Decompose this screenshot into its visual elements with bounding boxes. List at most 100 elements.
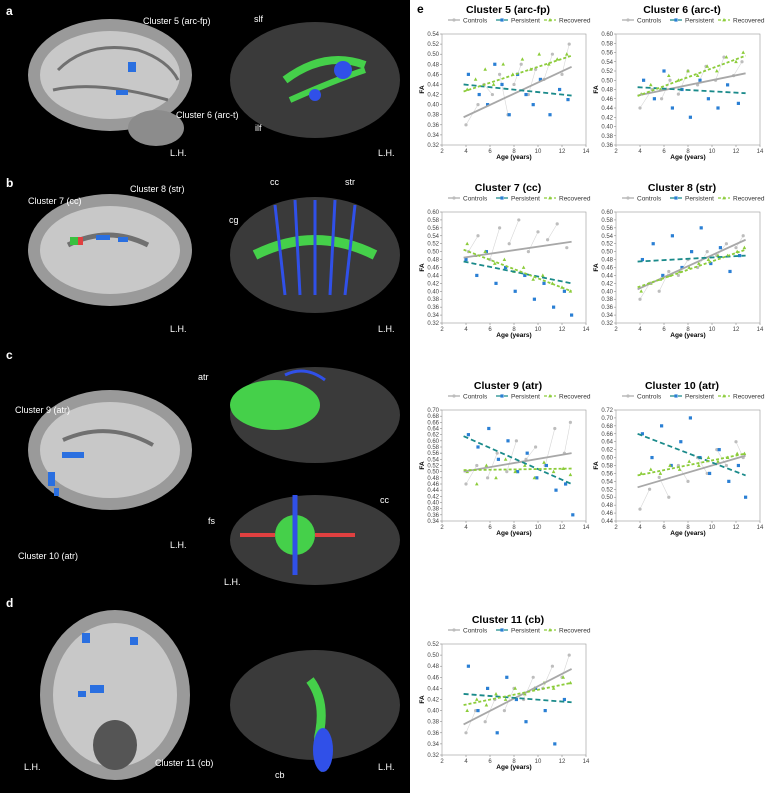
data-point-recovered: [705, 64, 709, 68]
y-tick-label: 0.36: [601, 143, 613, 149]
data-point-persistent: [554, 488, 558, 492]
chart-title: Cluster 5 (arc-fp): [466, 4, 550, 16]
data-point-recovered: [541, 273, 545, 277]
svg-text:Controls: Controls: [463, 394, 488, 401]
brain-sagittal-a: [28, 19, 192, 146]
x-tick-label: 8: [512, 327, 516, 333]
y-tick-label: 0.38: [427, 507, 439, 513]
data-point-controls: [667, 269, 671, 274]
data-point-recovered: [475, 697, 479, 701]
trend-line-controls: [637, 72, 746, 97]
data-point-controls: [686, 479, 690, 483]
data-point-persistent: [571, 513, 575, 517]
x-tick-label: 2: [440, 327, 444, 333]
data-point-recovered: [494, 691, 498, 696]
data-point-controls: [498, 72, 502, 76]
data-point-controls: [531, 675, 535, 679]
data-point-recovered: [649, 82, 653, 87]
svg-text:Persistent: Persistent: [685, 196, 714, 203]
x-tick-label: 2: [614, 149, 618, 155]
y-tick-label: 0.36: [601, 305, 613, 311]
chart-title: Cluster 6 (arc-t): [643, 4, 721, 16]
data-point-recovered: [503, 697, 508, 701]
y-axis-label: FA: [419, 263, 426, 272]
y-tick-label: 0.52: [427, 642, 439, 648]
data-point-persistent: [562, 289, 566, 293]
data-point-persistent: [516, 470, 520, 474]
data-point-persistent: [728, 269, 732, 274]
label-str: str: [345, 177, 355, 187]
x-tick-label: 12: [559, 759, 566, 765]
data-point-controls: [555, 222, 559, 226]
data-point-controls: [668, 78, 672, 82]
svg-text:Recovered: Recovered: [733, 196, 765, 203]
y-tick-label: 0.42: [427, 281, 439, 287]
x-tick-label: 6: [662, 149, 666, 155]
data-point-controls: [724, 463, 728, 468]
y-tick-label: 0.42: [427, 494, 439, 500]
chart-title: Cluster 11 (cb): [472, 614, 544, 626]
data-point-persistent: [466, 72, 470, 76]
data-point-recovered: [742, 451, 747, 456]
data-point-persistent: [476, 445, 480, 449]
data-point-persistent: [699, 226, 703, 230]
data-point-controls: [550, 52, 554, 56]
control-link: [639, 489, 650, 510]
data-point-recovered: [523, 463, 527, 467]
x-tick-label: 8: [686, 149, 690, 155]
x-tick-label: 12: [559, 525, 566, 531]
y-tick-label: 0.48: [427, 258, 439, 264]
data-point-persistent: [464, 257, 468, 262]
x-tick-label: 4: [638, 327, 642, 333]
control-link: [504, 688, 515, 711]
y-tick-label: 0.46: [427, 482, 439, 488]
data-point-controls: [741, 234, 745, 238]
x-axis-label: Age (years): [496, 530, 531, 537]
label-fs: fs: [208, 516, 216, 526]
data-point-persistent: [475, 273, 479, 278]
chart-cluster7: Cluster 7 (cc) Controls Persistent Recovere…: [418, 180, 593, 340]
x-tick-label: 4: [464, 327, 468, 333]
control-link: [489, 227, 500, 260]
y-tick-label: 0.60: [601, 456, 613, 462]
chart-svg: Cluster 7 (cc) Controls Persistent Recovere…: [419, 182, 591, 339]
lh-c2: L.H.: [224, 577, 241, 587]
y-tick-label: 0.68: [427, 414, 439, 420]
y-axis-label: FA: [419, 461, 426, 470]
data-point-persistent: [507, 113, 511, 117]
label-cluster8: Cluster 8 (str): [130, 184, 185, 194]
legend-item: Recovered: [544, 394, 591, 401]
y-tick-label: 0.70: [601, 416, 613, 422]
legend-item: Recovered: [544, 18, 591, 25]
plot-frame: [441, 211, 587, 324]
data-point-recovered: [493, 261, 497, 265]
y-tick-label: 0.70: [427, 408, 439, 414]
y-tick-label: 0.32: [427, 321, 439, 327]
legend-item: Persistent: [670, 394, 714, 401]
y-tick-label: 0.38: [427, 297, 439, 303]
data-point-recovered: [561, 675, 565, 679]
data-point-persistent: [662, 69, 666, 73]
data-point-recovered: [565, 52, 569, 56]
control-link: [733, 61, 743, 76]
y-tick-label: 0.50: [427, 52, 439, 58]
data-point-recovered: [568, 680, 573, 685]
data-point-persistent: [487, 426, 491, 431]
x-tick-label: 14: [583, 525, 590, 531]
data-point-persistent: [535, 476, 539, 480]
data-point-recovered: [465, 87, 469, 91]
data-point-recovered: [568, 472, 573, 477]
data-point-recovered: [491, 82, 496, 86]
data-point-recovered: [484, 703, 489, 707]
svg-text:Recovered: Recovered: [733, 18, 765, 25]
x-axis-label: Age (years): [670, 530, 705, 537]
x-axis-label: Age (years): [670, 154, 705, 161]
y-tick-label: 0.38: [427, 720, 439, 726]
data-point-controls: [536, 230, 540, 234]
data-point-recovered: [475, 482, 479, 486]
data-point-controls: [560, 72, 564, 76]
label-cluster9: Cluster 9 (atr): [15, 405, 71, 415]
y-tick-label: 0.56: [601, 51, 613, 57]
data-point-controls: [565, 246, 569, 250]
x-tick-label: 14: [583, 759, 590, 765]
